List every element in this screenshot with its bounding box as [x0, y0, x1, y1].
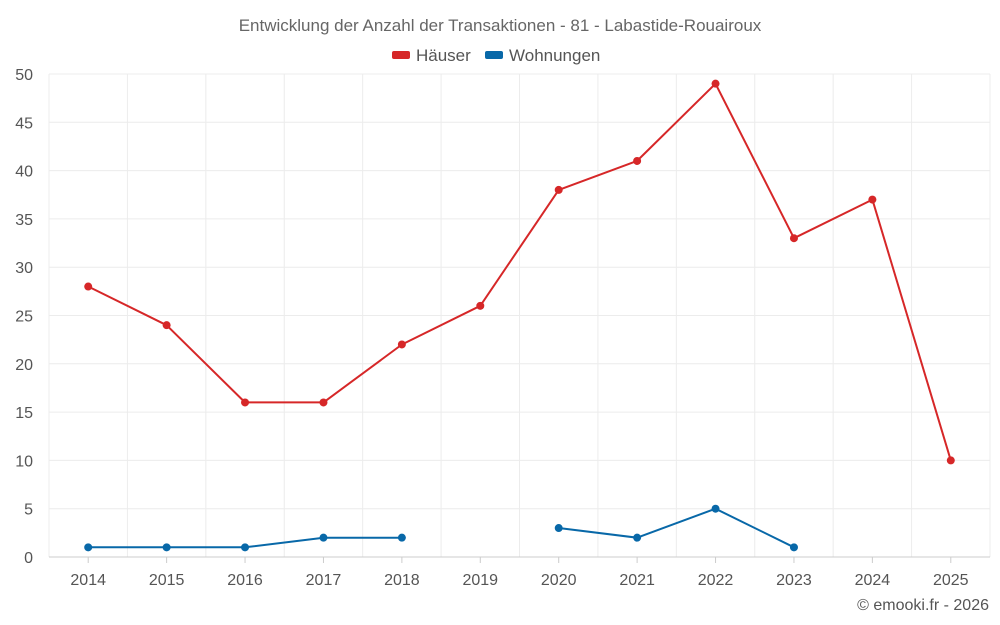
legend-label-wohnungen[interactable]: Wohnungen: [509, 46, 600, 65]
data-point-wohnungen: [397, 533, 406, 542]
y-tick-label: 45: [15, 115, 33, 132]
series-line-haeuser: [87, 82, 952, 461]
y-tick-label: 5: [24, 502, 33, 519]
x-tick-label: 2022: [698, 572, 734, 589]
x-tick-label: 2014: [70, 572, 106, 589]
data-point-haeuser: [789, 234, 798, 243]
x-tick-label: 2024: [855, 572, 891, 589]
y-tick-label: 30: [15, 260, 33, 277]
y-tick-label: 35: [15, 212, 33, 229]
y-tick-label: 50: [15, 67, 33, 84]
y-tick-label: 10: [15, 453, 33, 470]
legend: Häuser Wohnungen: [392, 46, 600, 65]
data-point-wohnungen: [711, 504, 720, 513]
data-point-haeuser: [554, 185, 563, 194]
legend-label-haeuser[interactable]: Häuser: [416, 46, 471, 65]
x-tick-label: 2018: [384, 572, 420, 589]
x-tick-label: 2021: [619, 572, 655, 589]
y-tick-label: 15: [15, 405, 33, 422]
x-tick-label: 2020: [541, 572, 577, 589]
legend-swatch-haeuser: [392, 51, 410, 59]
x-tick-label: 2019: [462, 572, 498, 589]
x-tick-label: 2015: [149, 572, 185, 589]
y-axis: 0 5 10 15 20 25 30 35 40 45 50: [15, 67, 33, 567]
grid: [48, 73, 991, 557]
credit-text: © emooki.fr - 2026: [857, 597, 989, 614]
x-tick-label: 2025: [933, 572, 969, 589]
x-tick-label: 2017: [306, 572, 342, 589]
y-tick-label: 40: [15, 164, 33, 181]
data-point-wohnungen: [84, 543, 93, 552]
data-point-haeuser: [868, 195, 877, 204]
data-point-haeuser: [711, 79, 720, 88]
series-group: [84, 79, 955, 552]
data-point-haeuser: [397, 340, 406, 349]
data-point-wohnungen: [789, 543, 798, 552]
data-point-haeuser: [162, 321, 171, 330]
data-point-haeuser: [633, 156, 642, 165]
data-point-haeuser: [319, 398, 328, 407]
data-point-wohnungen: [241, 543, 250, 552]
chart-title: Entwicklung der Anzahl der Transaktionen…: [239, 16, 762, 35]
data-point-haeuser: [476, 301, 485, 310]
x-tick-label: 2023: [776, 572, 812, 589]
y-tick-label: 25: [15, 309, 33, 326]
data-point-wohnungen: [633, 533, 642, 542]
data-point-wohnungen: [554, 524, 563, 533]
data-point-haeuser: [84, 282, 93, 291]
data-point-wohnungen: [319, 533, 328, 542]
x-tick-label: 2016: [227, 572, 263, 589]
data-point-wohnungen: [162, 543, 171, 552]
x-axis: 2014 2015 2016 2017 2018 2019 2020 2021 2022 2023…: [49, 556, 990, 589]
legend-swatch-wohnungen: [485, 51, 503, 59]
series-line-wohnungen: [558, 507, 795, 549]
y-tick-label: 20: [15, 357, 33, 374]
data-point-haeuser: [241, 398, 250, 407]
data-point-haeuser: [946, 456, 955, 465]
y-tick-label: 0: [24, 550, 33, 567]
